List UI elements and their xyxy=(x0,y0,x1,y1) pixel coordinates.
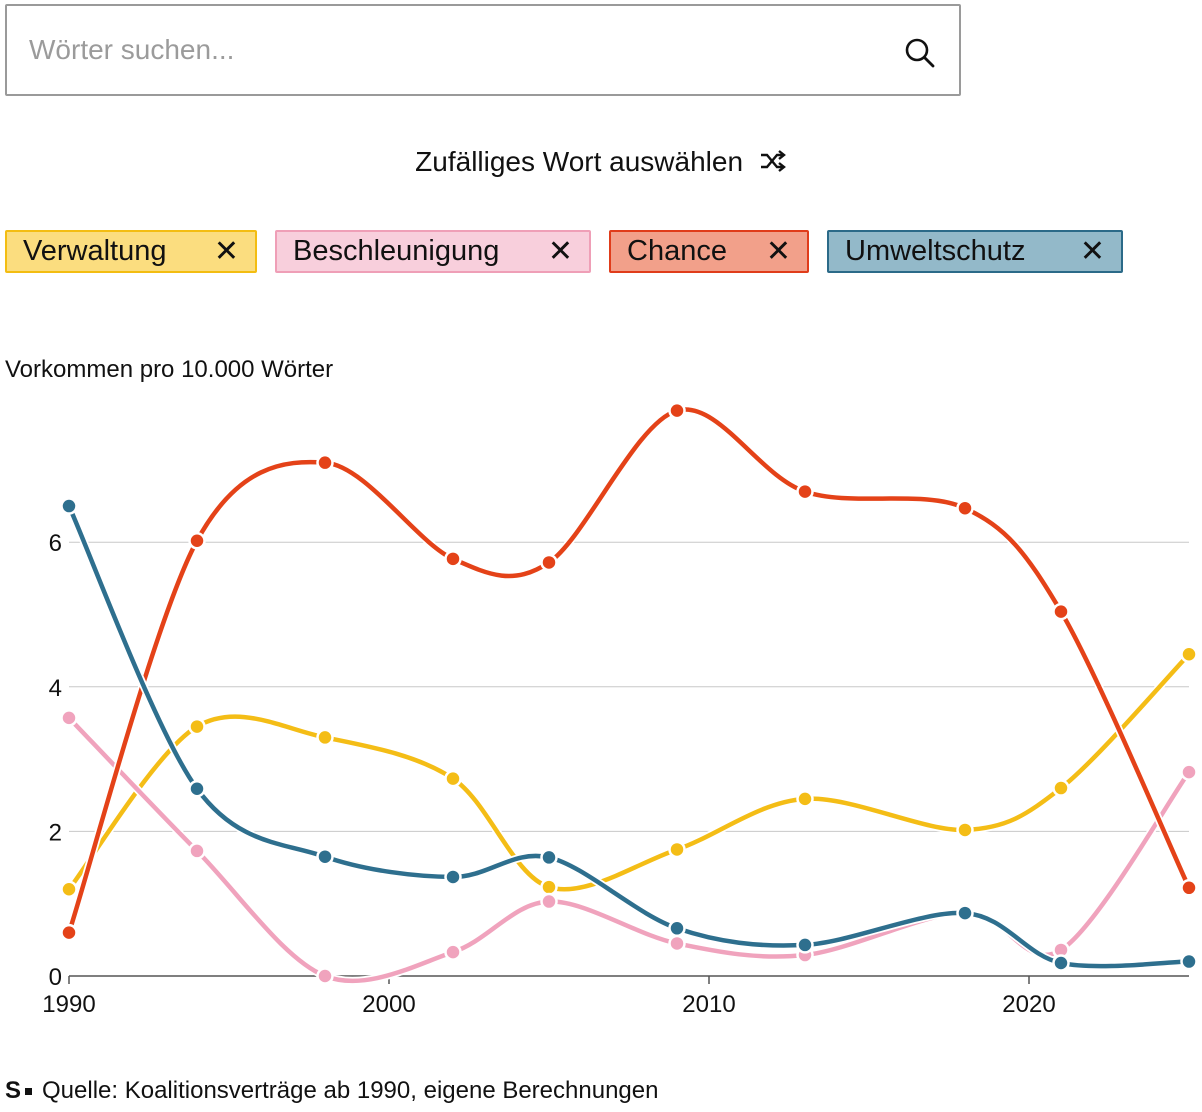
tag-verwaltung[interactable]: Verwaltung ✕ xyxy=(5,230,257,273)
random-word-label: Zufälliges Wort auswählen xyxy=(415,146,744,177)
random-word-button[interactable]: Zufälliges Wort auswählen xyxy=(0,146,1202,180)
brand-dot xyxy=(25,1087,33,1095)
y-tick-label: 2 xyxy=(49,819,62,846)
data-point-umweltschutz xyxy=(796,936,814,954)
data-point-chance xyxy=(444,550,462,568)
series-line-verwaltung xyxy=(66,652,1192,892)
data-point-chance xyxy=(188,532,206,550)
data-point-umweltschutz xyxy=(188,779,206,798)
data-point-chance xyxy=(1180,879,1198,897)
data-point-umweltschutz xyxy=(60,497,78,515)
x-tick-label: 2010 xyxy=(682,991,735,1018)
close-icon[interactable]: ✕ xyxy=(547,234,573,268)
data-point-chance xyxy=(668,401,686,420)
data-point-beschleunigung xyxy=(668,934,686,953)
data-point-umweltschutz xyxy=(444,868,462,886)
y-tick-label: 4 xyxy=(49,675,62,702)
data-point-verwaltung xyxy=(796,790,814,808)
data-point-umweltschutz xyxy=(316,847,334,866)
data-point-verwaltung xyxy=(956,821,974,839)
data-point-verwaltung xyxy=(668,840,686,859)
search-input[interactable] xyxy=(27,33,871,67)
data-point-beschleunigung xyxy=(188,842,206,860)
close-icon[interactable]: ✕ xyxy=(765,234,791,268)
x-tick-label: 2020 xyxy=(1002,991,1055,1018)
data-point-chance xyxy=(796,482,814,501)
data-point-chance xyxy=(60,923,78,942)
data-point-verwaltung xyxy=(1052,779,1070,797)
search-field[interactable] xyxy=(5,4,961,96)
data-point-verwaltung xyxy=(1180,645,1198,664)
data-point-chance xyxy=(316,453,334,472)
data-point-beschleunigung xyxy=(316,967,334,985)
data-point-verwaltung xyxy=(540,878,558,896)
brand-logo: S xyxy=(5,1077,22,1104)
data-point-verwaltung xyxy=(316,728,334,747)
tag-umweltschutz[interactable]: Umweltschutz ✕ xyxy=(827,230,1123,273)
data-point-umweltschutz xyxy=(1180,952,1198,971)
data-point-chance xyxy=(956,499,974,517)
y-axis-label: Vorkommen pro 10.000 Wörter xyxy=(5,356,334,383)
data-point-verwaltung xyxy=(444,769,462,788)
series-line-chance xyxy=(66,407,1192,935)
tag-beschleunigung[interactable]: Beschleunigung ✕ xyxy=(275,230,591,273)
y-tick-label: 6 xyxy=(49,530,62,557)
x-tick-label: 2000 xyxy=(362,991,415,1018)
tag-label: Chance xyxy=(627,235,727,267)
tag-label: Verwaltung xyxy=(23,235,167,267)
series-halo-verwaltung xyxy=(65,650,1193,894)
data-point-verwaltung xyxy=(188,717,206,736)
x-tick-label: 1990 xyxy=(42,991,95,1018)
close-icon[interactable]: ✕ xyxy=(1079,234,1105,268)
tag-label: Beschleunigung xyxy=(293,235,500,267)
data-point-beschleunigung xyxy=(60,709,78,727)
search-icon[interactable] xyxy=(903,36,937,70)
selected-words: Verwaltung ✕ Beschleunigung ✕ Chance ✕ U… xyxy=(5,230,1123,273)
shuffle-icon xyxy=(759,148,787,180)
data-point-verwaltung xyxy=(60,880,78,898)
data-point-umweltschutz xyxy=(1052,954,1070,972)
data-point-umweltschutz xyxy=(540,848,558,867)
series-line-umweltschutz xyxy=(66,503,1192,969)
y-tick-label: 0 xyxy=(49,964,62,991)
data-point-chance xyxy=(1052,602,1070,621)
data-point-chance xyxy=(540,553,558,572)
line-chart: 0 2 4 6 1990 2000 2010 2020 xyxy=(42,401,1198,1018)
data-point-beschleunigung xyxy=(1180,763,1198,781)
close-icon[interactable]: ✕ xyxy=(213,234,239,268)
tag-label: Umweltschutz xyxy=(845,235,1026,267)
data-point-beschleunigung xyxy=(444,943,462,961)
source-note: S Quelle: Koalitionsverträge ab 1990, ei… xyxy=(5,1077,658,1105)
data-point-umweltschutz xyxy=(668,919,686,938)
data-point-umweltschutz xyxy=(956,904,974,922)
tag-chance[interactable]: Chance ✕ xyxy=(609,230,809,273)
data-point-beschleunigung xyxy=(540,892,558,911)
source-text: Quelle: Koalitionsverträge ab 1990, eige… xyxy=(42,1077,659,1104)
